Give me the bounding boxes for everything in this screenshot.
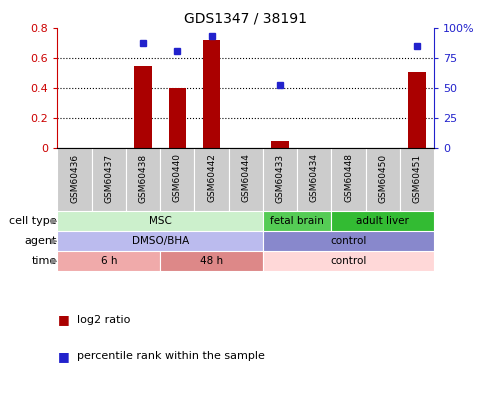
Bar — [263, 252, 434, 271]
Text: cell type: cell type — [9, 216, 57, 226]
Text: GSM60450: GSM60450 — [378, 153, 387, 202]
Text: control: control — [330, 256, 367, 266]
Bar — [229, 148, 263, 211]
Bar — [263, 148, 297, 211]
Text: adult liver: adult liver — [356, 216, 409, 226]
Bar — [271, 141, 288, 148]
Bar — [92, 148, 126, 211]
Text: control: control — [330, 237, 367, 246]
Bar — [203, 40, 220, 148]
Bar — [57, 231, 263, 252]
Text: GSM60436: GSM60436 — [70, 153, 79, 202]
Text: 48 h: 48 h — [200, 256, 223, 266]
Bar — [297, 148, 331, 211]
Bar — [57, 252, 160, 271]
Text: GSM60442: GSM60442 — [207, 153, 216, 202]
Bar — [160, 252, 263, 271]
Text: GSM60434: GSM60434 — [310, 153, 319, 202]
Text: GSM60444: GSM60444 — [241, 153, 250, 202]
Bar — [409, 72, 426, 148]
Text: ■: ■ — [57, 313, 69, 326]
Text: time: time — [31, 256, 57, 266]
Text: fetal brain: fetal brain — [270, 216, 324, 226]
Text: log2 ratio: log2 ratio — [77, 315, 131, 325]
Bar — [160, 148, 195, 211]
Text: 6 h: 6 h — [100, 256, 117, 266]
Bar — [57, 148, 92, 211]
Bar — [263, 211, 331, 231]
Text: percentile rank within the sample: percentile rank within the sample — [77, 352, 265, 361]
Bar — [366, 148, 400, 211]
Text: GSM60433: GSM60433 — [275, 153, 284, 202]
Bar — [57, 211, 263, 231]
Bar — [126, 148, 160, 211]
Bar — [263, 231, 434, 252]
Text: GSM60437: GSM60437 — [104, 153, 113, 202]
Text: MSC: MSC — [149, 216, 172, 226]
Bar — [195, 148, 229, 211]
Title: GDS1347 / 38191: GDS1347 / 38191 — [184, 12, 307, 26]
Text: ■: ■ — [57, 350, 69, 363]
Bar — [331, 148, 366, 211]
Text: GSM60438: GSM60438 — [139, 153, 148, 202]
Text: DMSO/BHA: DMSO/BHA — [132, 237, 189, 246]
Bar — [169, 88, 186, 148]
Bar — [331, 211, 434, 231]
Text: agent: agent — [24, 237, 57, 246]
Bar — [400, 148, 434, 211]
Text: GSM60451: GSM60451 — [413, 153, 422, 202]
Text: GSM60448: GSM60448 — [344, 153, 353, 202]
Bar — [134, 66, 152, 148]
Text: GSM60440: GSM60440 — [173, 153, 182, 202]
